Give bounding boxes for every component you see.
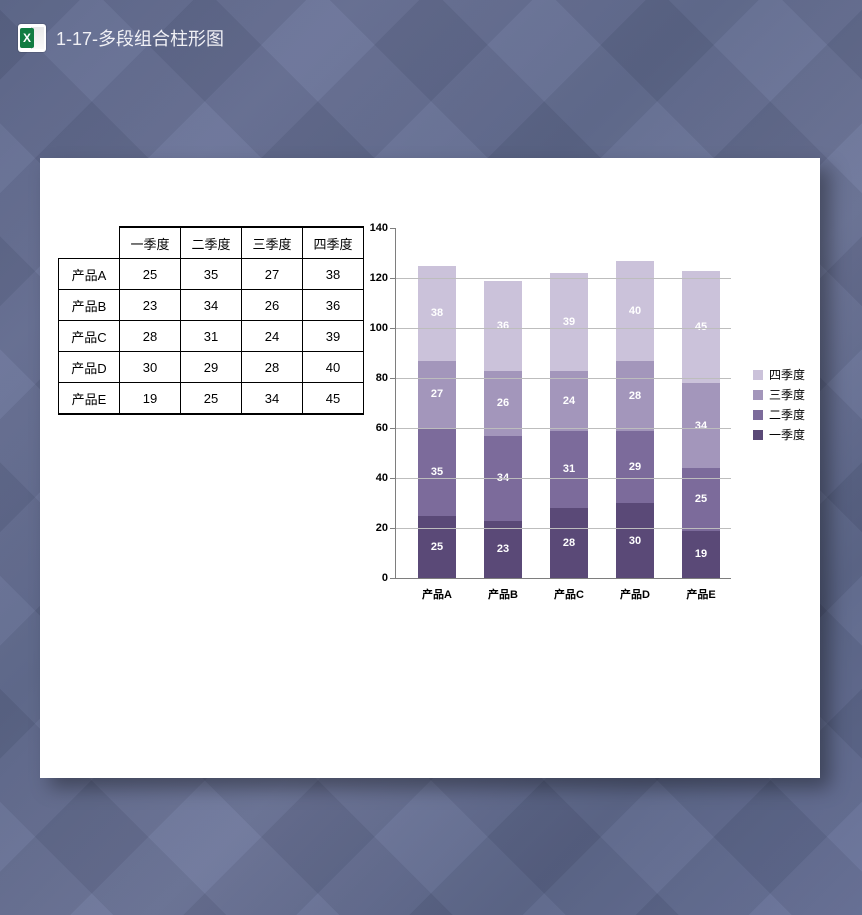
excel-icon: X	[18, 24, 46, 52]
table-row: 产品E19253445	[59, 383, 364, 415]
table-row: 产品D30292840	[59, 352, 364, 383]
table-cell: 19	[120, 383, 181, 415]
table-row-header: 产品A	[59, 259, 120, 290]
table-row: 产品B23342636	[59, 290, 364, 321]
chart-bar-segment: 30	[616, 503, 654, 578]
table-cell: 45	[303, 383, 364, 415]
table-corner	[59, 227, 120, 259]
legend-item: 一季度	[753, 426, 805, 443]
legend-label: 四季度	[769, 366, 805, 383]
table-cell: 27	[242, 259, 303, 290]
chart-bar-segment: 28	[550, 508, 588, 578]
chart-ylabel: 20	[376, 522, 396, 534]
legend-label: 二季度	[769, 406, 805, 423]
legend-item: 二季度	[753, 406, 805, 423]
table-cell: 25	[181, 383, 242, 415]
chart-bar-segment: 24	[550, 371, 588, 431]
chart-bar-segment: 26	[484, 371, 522, 436]
table-cell: 34	[242, 383, 303, 415]
chart-bar: 23342636产品B	[484, 281, 522, 579]
chart-bar-segment: 31	[550, 431, 588, 509]
page-background: X 1-17-多段组合柱形图 一季度 二季度 三季度 四季度 产品A253527…	[0, 0, 862, 915]
chart-ylabel: 60	[376, 422, 396, 434]
table-cell: 26	[242, 290, 303, 321]
table-cell: 35	[181, 259, 242, 290]
chart-xlabel: 产品A	[407, 578, 467, 602]
chart-gridline	[396, 428, 731, 429]
table-cell: 25	[120, 259, 181, 290]
chart-xlabel: 产品B	[473, 578, 533, 602]
legend-swatch	[753, 370, 763, 380]
chart-bar-segment: 19	[682, 531, 720, 579]
chart-ylabel: 120	[370, 272, 396, 284]
table-row-header: 产品B	[59, 290, 120, 321]
legend-label: 三季度	[769, 386, 805, 403]
table-row-header: 产品C	[59, 321, 120, 352]
chart-gridline	[396, 328, 731, 329]
table-row-header: 产品E	[59, 383, 120, 415]
table-cell: 31	[181, 321, 242, 352]
chart-xlabel: 产品C	[539, 578, 599, 602]
table-col-header: 三季度	[242, 227, 303, 259]
chart-ylabel: 0	[382, 572, 396, 584]
stacked-bar-chart: 25352738产品A23342636产品B28312439产品C3029284…	[360, 223, 805, 623]
chart-bar-segment: 45	[682, 271, 720, 384]
table-cell: 39	[303, 321, 364, 352]
chart-gridline	[396, 478, 731, 479]
chart-bar-segment: 23	[484, 521, 522, 579]
table-cell: 38	[303, 259, 364, 290]
chart-bars: 25352738产品A23342636产品B28312439产品C3029284…	[396, 228, 731, 578]
legend-swatch	[753, 390, 763, 400]
data-table: 一季度 二季度 三季度 四季度 产品A25352738产品B23342636产品…	[58, 226, 364, 415]
chart-ylabel: 100	[370, 322, 396, 334]
table-cell: 29	[181, 352, 242, 383]
table-row: 产品A25352738	[59, 259, 364, 290]
chart-bar-segment: 27	[418, 361, 456, 429]
chart-ylabel: 140	[370, 222, 396, 234]
table-cell: 30	[120, 352, 181, 383]
table-cell: 28	[120, 321, 181, 352]
table-cell: 23	[120, 290, 181, 321]
chart-xlabel: 产品E	[671, 578, 731, 602]
chart-bar-segment: 40	[616, 261, 654, 361]
legend-swatch	[753, 410, 763, 420]
chart-bar-segment: 34	[682, 383, 720, 468]
table-col-header: 二季度	[181, 227, 242, 259]
chart-xlabel: 产品D	[605, 578, 665, 602]
chart-legend: 四季度三季度二季度一季度	[753, 363, 805, 446]
table-col-header: 四季度	[303, 227, 364, 259]
chart-bar: 19253445产品E	[682, 271, 720, 579]
chart-bar-segment: 39	[550, 273, 588, 371]
chart-ylabel: 80	[376, 372, 396, 384]
table-row: 产品C28312439	[59, 321, 364, 352]
table-cell: 34	[181, 290, 242, 321]
chart-bar-segment: 36	[484, 281, 522, 371]
chart-bar: 25352738产品A	[418, 266, 456, 579]
chart-bar-segment: 29	[616, 431, 654, 504]
table-cell: 40	[303, 352, 364, 383]
table-col-header: 一季度	[120, 227, 181, 259]
table-cell: 28	[242, 352, 303, 383]
chart-bar: 30292840产品D	[616, 261, 654, 579]
chart-bar-segment: 25	[418, 516, 456, 579]
chart-bar-segment: 28	[616, 361, 654, 431]
chart-ylabel: 40	[376, 472, 396, 484]
chart-plot-area: 25352738产品A23342636产品B28312439产品C3029284…	[395, 228, 731, 579]
table-row-header: 产品D	[59, 352, 120, 383]
chart-bar-segment: 38	[418, 266, 456, 361]
legend-swatch	[753, 430, 763, 440]
legend-item: 四季度	[753, 366, 805, 383]
chart-gridline	[396, 278, 731, 279]
document-preview: 一季度 二季度 三季度 四季度 产品A25352738产品B23342636产品…	[40, 158, 820, 778]
table-cell: 36	[303, 290, 364, 321]
chart-gridline	[396, 528, 731, 529]
file-title: 1-17-多段组合柱形图	[56, 25, 224, 51]
legend-item: 三季度	[753, 386, 805, 403]
table-cell: 24	[242, 321, 303, 352]
chart-gridline	[396, 378, 731, 379]
chart-bar: 28312439产品C	[550, 273, 588, 578]
titlebar: X 1-17-多段组合柱形图	[18, 24, 224, 52]
legend-label: 一季度	[769, 426, 805, 443]
chart-bar-segment: 35	[418, 428, 456, 516]
